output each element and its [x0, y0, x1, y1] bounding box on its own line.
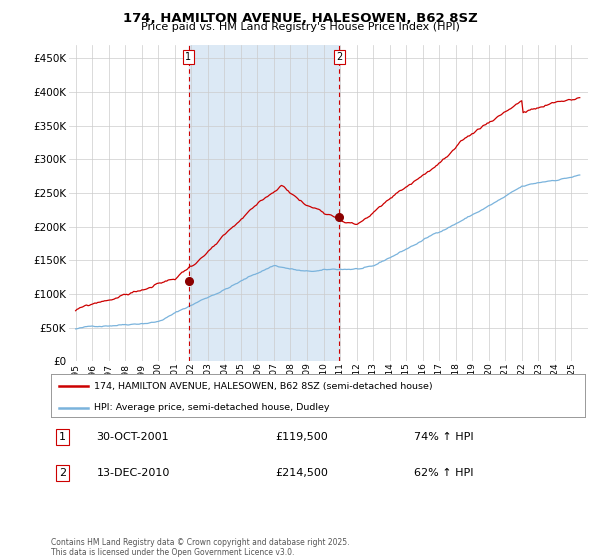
Text: 1: 1: [185, 52, 191, 62]
Text: 62% ↑ HPI: 62% ↑ HPI: [414, 468, 473, 478]
Text: 74% ↑ HPI: 74% ↑ HPI: [414, 432, 474, 442]
Text: £214,500: £214,500: [275, 468, 328, 478]
Text: Contains HM Land Registry data © Crown copyright and database right 2025.
This d: Contains HM Land Registry data © Crown c…: [51, 538, 349, 557]
Text: 2: 2: [59, 468, 67, 478]
Text: HPI: Average price, semi-detached house, Dudley: HPI: Average price, semi-detached house,…: [94, 403, 329, 412]
Text: 13-DEC-2010: 13-DEC-2010: [97, 468, 170, 478]
Text: £119,500: £119,500: [275, 432, 328, 442]
Text: 174, HAMILTON AVENUE, HALESOWEN, B62 8SZ (semi-detached house): 174, HAMILTON AVENUE, HALESOWEN, B62 8SZ…: [94, 382, 433, 391]
Text: 30-OCT-2001: 30-OCT-2001: [97, 432, 169, 442]
Text: 2: 2: [336, 52, 343, 62]
Text: 1: 1: [59, 432, 66, 442]
Bar: [188, 45, 339, 361]
Text: Price paid vs. HM Land Registry's House Price Index (HPI): Price paid vs. HM Land Registry's House …: [140, 22, 460, 32]
Text: 174, HAMILTON AVENUE, HALESOWEN, B62 8SZ: 174, HAMILTON AVENUE, HALESOWEN, B62 8SZ: [122, 12, 478, 25]
